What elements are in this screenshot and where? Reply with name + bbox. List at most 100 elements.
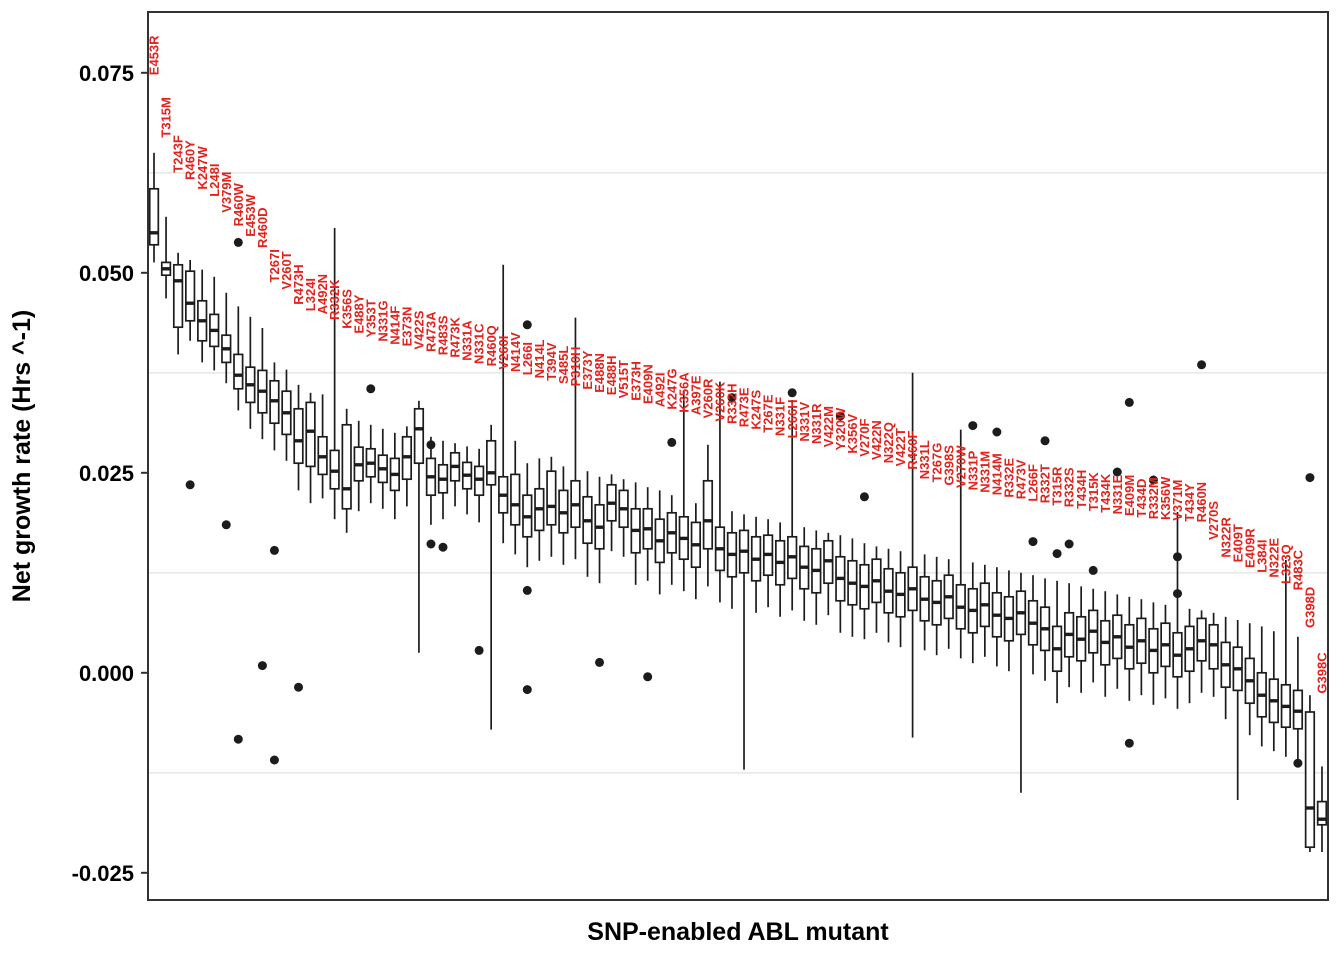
box: [293, 407, 304, 465]
mutant-label: L248I: [207, 164, 222, 197]
mutant-label: T394V: [544, 342, 559, 381]
mutant-label: N331R: [809, 403, 824, 444]
y-tick-label: -0.025: [72, 861, 134, 886]
outlier-dot: [859, 492, 869, 502]
mutant-label: N322E: [1266, 538, 1281, 578]
mutant-label: K247W: [195, 146, 210, 190]
box: [1316, 800, 1328, 826]
mutant-label: N322R: [1218, 517, 1233, 558]
mutant-label: R460D: [255, 208, 270, 248]
outlier-dot: [992, 427, 1002, 437]
mutant-label: R473K: [448, 317, 463, 358]
mutant-label: E409T: [1230, 524, 1245, 562]
mutant-label: V515T: [616, 360, 631, 398]
mutant-label: V371M: [1170, 480, 1185, 521]
axes-layer: 0.075 0.050 0.025 0.000 -0.025: [72, 11, 1329, 901]
mutant-label: T315K: [1086, 472, 1101, 512]
y-tick-label: 0.025: [79, 461, 134, 486]
mutant-label: E453R: [147, 35, 162, 75]
mutant-label: N331G: [375, 300, 390, 341]
mutant-label: L384I: [1254, 540, 1269, 573]
mutant-label: R460Y: [183, 140, 198, 180]
mutant-label: R332T: [1038, 464, 1053, 503]
mutant-label: R332K: [327, 279, 342, 320]
mutant-label: K356W: [1158, 476, 1173, 520]
mutant-label: L323Q: [1278, 544, 1293, 584]
mutant-label: T434K: [1098, 473, 1113, 513]
box: [702, 479, 714, 550]
mutant-label: V260T: [279, 251, 294, 289]
mutant-label: N414F: [387, 306, 402, 345]
mutant-label: A492I: [652, 372, 667, 407]
box: [486, 439, 497, 486]
mutant-label: V260R: [700, 378, 715, 418]
mutant-label: R473V: [1014, 459, 1029, 499]
outlier-dot: [221, 520, 231, 530]
outlier-dot: [1172, 589, 1182, 599]
mutant-label: R473E: [737, 387, 752, 427]
mutant-label: V379M: [219, 172, 234, 213]
mutant-label: R483S: [436, 315, 451, 355]
x-axis-title: SNP-enabled ABL mutant: [587, 918, 889, 946]
outlier-dot: [1293, 758, 1303, 768]
mutant-label: N414L: [532, 339, 547, 378]
mutant-label: V260I: [496, 336, 511, 370]
mutant-label: P310H: [568, 347, 583, 387]
mutant-label: L324I: [303, 278, 318, 311]
mutant-label: E373Y: [580, 350, 595, 389]
mutant-label: T267E: [761, 394, 776, 433]
mutant-label: R332S: [1062, 467, 1077, 507]
box: [341, 423, 352, 510]
gridlines-layer: [148, 172, 1328, 774]
outlier-dot: [1040, 436, 1050, 446]
outlier-dot: [474, 645, 484, 655]
mutant-label: Y353T: [363, 299, 378, 337]
mutant-label: R460F: [905, 431, 920, 470]
outlier-dot: [269, 545, 279, 555]
mutant-label: N331V: [797, 402, 812, 442]
mutant-label: K356S: [339, 289, 354, 329]
mutant-label: T243F: [171, 135, 186, 173]
mutant-label: K356A: [676, 372, 691, 413]
mutant-label: V422N: [869, 420, 884, 460]
outlier-dot: [1052, 549, 1062, 559]
mutant-label: R460N: [1194, 482, 1209, 522]
mutant-label: N331L: [917, 440, 932, 479]
mutant-label: V270F: [857, 418, 872, 456]
outlier-dot: [257, 661, 267, 671]
boxes-layer: [148, 152, 1328, 852]
outlier-dot: [1112, 467, 1122, 477]
mutant-label: A492N: [315, 274, 330, 314]
mutant-label: L266F: [1026, 464, 1041, 502]
mutant-label: T434Y: [1182, 483, 1197, 522]
outlier-dot: [426, 539, 436, 549]
outlier-dot: [1172, 552, 1182, 562]
y-tick-label: 0.050: [79, 261, 134, 286]
box: [413, 407, 425, 465]
outlier-dot: [835, 411, 845, 421]
box: [233, 353, 244, 390]
mutant-label: G398C: [1315, 652, 1330, 694]
y-tick-label: 0.075: [79, 61, 134, 86]
mutant-label: V260K: [713, 381, 728, 421]
outlier-dot: [1197, 360, 1207, 370]
mutant-label: N331M: [977, 451, 992, 493]
y-axis-title: Net growth rate (Hrs ^-1): [8, 310, 36, 602]
mutant-label: N414V: [508, 332, 523, 372]
panel-border: [147, 11, 1329, 901]
mutant-label: V422T: [893, 428, 908, 466]
mutant-label: T434D: [1134, 479, 1149, 518]
mutant-label: R332E: [1002, 458, 1017, 498]
box: [148, 187, 160, 246]
mutant-label: N331P: [965, 450, 980, 490]
mutant-label: E373H: [628, 361, 643, 401]
mutant-label: V270W: [953, 445, 968, 488]
mutant-label: R332M: [1146, 477, 1161, 519]
outlier-dot: [1088, 565, 1098, 575]
mutant-label: R460Q: [484, 325, 499, 366]
mutant-label: E488H: [604, 355, 619, 395]
outlier-dot: [1124, 397, 1134, 407]
outlier-dot: [1064, 539, 1074, 549]
outlier-dot: [522, 685, 532, 695]
